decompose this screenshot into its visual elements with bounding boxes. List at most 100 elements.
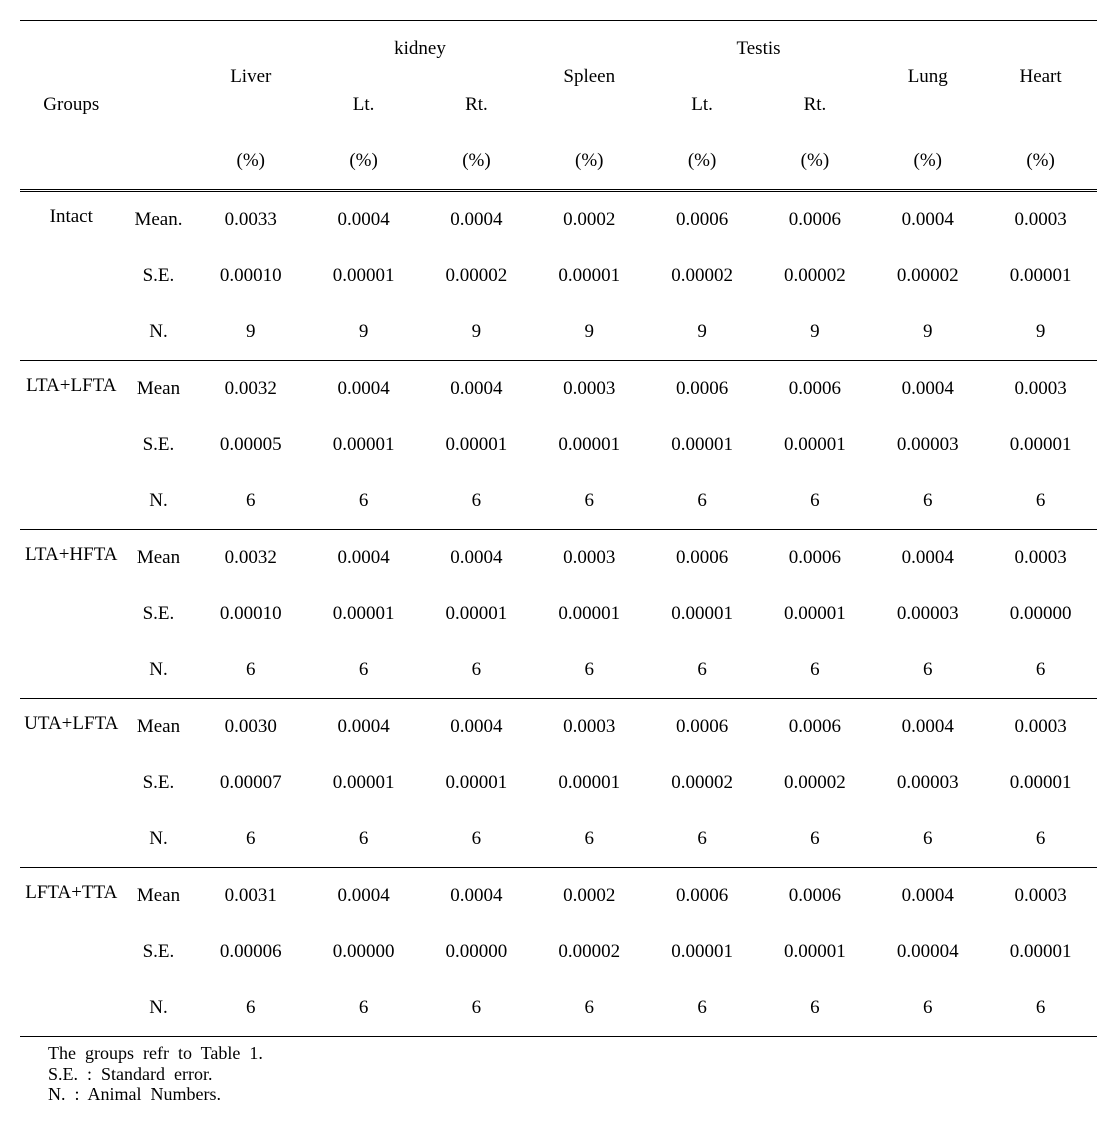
cell-value: 0.0006 bbox=[646, 530, 759, 587]
cell-value: 0.0003 bbox=[533, 699, 646, 756]
cell-value: 0.00001 bbox=[533, 755, 646, 811]
cell-value: 6 bbox=[871, 642, 984, 699]
cell-value: 0.00001 bbox=[984, 248, 1097, 304]
cell-value: 0.0004 bbox=[420, 530, 533, 587]
cell-value: 0.00002 bbox=[646, 755, 759, 811]
footnote-line: S.E. : Standard error. bbox=[48, 1064, 1097, 1085]
cell-value: 6 bbox=[194, 980, 307, 1037]
header-unit-kidney-lt: (%) bbox=[307, 133, 420, 191]
cell-value: 6 bbox=[871, 473, 984, 530]
cell-value: 0.00001 bbox=[307, 417, 420, 473]
cell-value: 9 bbox=[533, 304, 646, 361]
cell-value: 0.0006 bbox=[646, 868, 759, 925]
cell-value: 0.0031 bbox=[194, 868, 307, 925]
cell-value: 0.0002 bbox=[533, 868, 646, 925]
header-spleen: Spleen bbox=[533, 21, 646, 134]
cell-value: 0.0006 bbox=[646, 699, 759, 756]
cell-value: 6 bbox=[307, 811, 420, 868]
cell-value: 0.0004 bbox=[871, 361, 984, 418]
group-name: LFTA+TTA bbox=[20, 868, 123, 1037]
cell-value: 0.00001 bbox=[646, 417, 759, 473]
cell-value: 0.00001 bbox=[420, 755, 533, 811]
cell-value: 0.0004 bbox=[871, 191, 984, 249]
footnote-line: N. : Animal Numbers. bbox=[48, 1084, 1097, 1105]
cell-value: 0.00002 bbox=[533, 924, 646, 980]
header-kidney: kidney bbox=[307, 21, 533, 78]
cell-value: 0.0006 bbox=[646, 191, 759, 249]
cell-value: 0.00003 bbox=[871, 755, 984, 811]
group-name: LTA+HFTA bbox=[20, 530, 123, 699]
cell-value: 0.00001 bbox=[984, 755, 1097, 811]
cell-value: 9 bbox=[871, 304, 984, 361]
cell-value: 0.00000 bbox=[420, 924, 533, 980]
cell-value: 0.00001 bbox=[759, 417, 872, 473]
cell-value: 6 bbox=[420, 811, 533, 868]
cell-value: 0.0003 bbox=[984, 530, 1097, 587]
header-kidney-rt: Rt. bbox=[420, 77, 533, 133]
stat-label-se: S.E. bbox=[123, 248, 195, 304]
stat-label-mean: Mean bbox=[123, 699, 195, 756]
cell-value: 6 bbox=[759, 642, 872, 699]
cell-value: 0.00001 bbox=[646, 586, 759, 642]
cell-value: 0.0006 bbox=[759, 191, 872, 249]
cell-value: 0.00007 bbox=[194, 755, 307, 811]
cell-value: 0.00005 bbox=[194, 417, 307, 473]
cell-value: 6 bbox=[759, 811, 872, 868]
cell-value: 0.0004 bbox=[307, 361, 420, 418]
header-unit-liver: (%) bbox=[194, 133, 307, 191]
header-unit-testis-rt: (%) bbox=[759, 133, 872, 191]
cell-value: 6 bbox=[307, 473, 420, 530]
cell-value: 6 bbox=[984, 811, 1097, 868]
cell-value: 0.00006 bbox=[194, 924, 307, 980]
cell-value: 0.0004 bbox=[420, 361, 533, 418]
cell-value: 9 bbox=[759, 304, 872, 361]
cell-value: 0.0003 bbox=[533, 361, 646, 418]
header-liver: Liver bbox=[194, 21, 307, 134]
cell-value: 0.0004 bbox=[871, 530, 984, 587]
cell-value: 0.00001 bbox=[646, 924, 759, 980]
cell-value: 6 bbox=[307, 980, 420, 1037]
cell-value: 6 bbox=[533, 473, 646, 530]
cell-value: 0.00001 bbox=[420, 586, 533, 642]
cell-value: 6 bbox=[984, 642, 1097, 699]
cell-value: 0.00002 bbox=[646, 248, 759, 304]
cell-value: 0.0006 bbox=[759, 699, 872, 756]
cell-value: 0.0004 bbox=[307, 699, 420, 756]
cell-value: 0.00010 bbox=[194, 248, 307, 304]
cell-value: 6 bbox=[533, 980, 646, 1037]
cell-value: 6 bbox=[759, 473, 872, 530]
cell-value: 0.0004 bbox=[307, 530, 420, 587]
header-unit-testis-lt: (%) bbox=[646, 133, 759, 191]
cell-value: 6 bbox=[194, 642, 307, 699]
header-kidney-lt: Lt. bbox=[307, 77, 420, 133]
cell-value: 0.0004 bbox=[420, 191, 533, 249]
cell-value: 0.00001 bbox=[759, 586, 872, 642]
cell-value: 0.00001 bbox=[533, 417, 646, 473]
cell-value: 0.00001 bbox=[984, 417, 1097, 473]
stat-label-n: N. bbox=[123, 473, 195, 530]
cell-value: 6 bbox=[307, 642, 420, 699]
cell-value: 0.0003 bbox=[533, 530, 646, 587]
cell-value: 0.0004 bbox=[420, 699, 533, 756]
cell-value: 0.0006 bbox=[646, 361, 759, 418]
cell-value: 6 bbox=[420, 642, 533, 699]
cell-value: 0.00001 bbox=[759, 924, 872, 980]
stat-label-se: S.E. bbox=[123, 924, 195, 980]
cell-value: 0.0032 bbox=[194, 361, 307, 418]
cell-value: 9 bbox=[984, 304, 1097, 361]
cell-value: 6 bbox=[533, 642, 646, 699]
cell-value: 0.0004 bbox=[307, 191, 420, 249]
footnotes: The groups refr to Table 1. S.E. : Stand… bbox=[48, 1043, 1097, 1105]
cell-value: 0.00003 bbox=[871, 586, 984, 642]
table-body: IntactMean.0.00330.00040.00040.00020.000… bbox=[20, 191, 1097, 1037]
cell-value: 0.0003 bbox=[984, 191, 1097, 249]
cell-value: 0.0033 bbox=[194, 191, 307, 249]
cell-value: 0.0032 bbox=[194, 530, 307, 587]
cell-value: 0.00002 bbox=[759, 755, 872, 811]
cell-value: 0.00002 bbox=[420, 248, 533, 304]
cell-value: 0.00000 bbox=[307, 924, 420, 980]
header-unit-spleen: (%) bbox=[533, 133, 646, 191]
stat-label-n: N. bbox=[123, 642, 195, 699]
cell-value: 0.0004 bbox=[307, 868, 420, 925]
cell-value: 0.00001 bbox=[307, 586, 420, 642]
